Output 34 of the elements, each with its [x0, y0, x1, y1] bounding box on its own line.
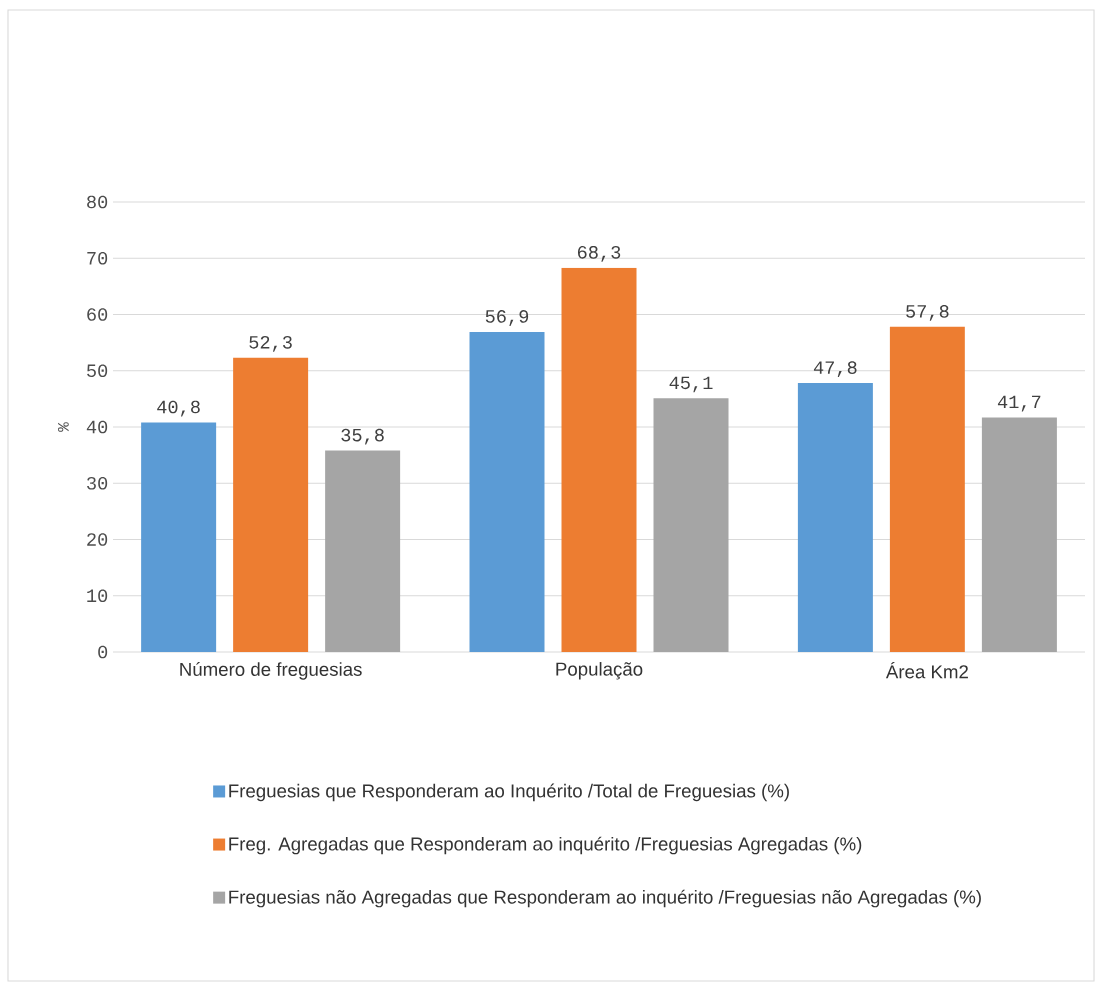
y-tick-label: 20 [87, 533, 108, 546]
data-label: 47,8 [813, 361, 857, 378]
x-tick-label: População [556, 662, 643, 680]
data-label: 41,7 [997, 395, 1041, 412]
bar [981, 417, 1057, 652]
data-label: 68,3 [577, 245, 621, 262]
data-label: 45,1 [669, 376, 713, 393]
y-tick-label: 70 [87, 251, 108, 265]
y-tick-label: 40 [86, 420, 108, 434]
bar [797, 383, 873, 652]
legend-label: Freguesias que Responderam ao Inquérito /Total de Freguesias (%) [229, 783, 789, 802]
y-axis-title: % [58, 422, 69, 432]
x-tick-label: Número de freguesias [180, 662, 362, 680]
data-label: 40,8 [157, 400, 200, 417]
bar [233, 357, 309, 652]
data-label: 57,8 [906, 305, 949, 321]
legend-label: Freguesias não Agregadas que Responderam ao inquérito /Freguesias não Agregadas (%) [229, 889, 981, 908]
y-tick-label: 0 [98, 645, 108, 659]
bar [561, 267, 637, 652]
data-label: 35,8 [341, 428, 384, 445]
bar [141, 422, 217, 652]
y-tick-label: 30 [87, 476, 108, 490]
y-tick-label: 50 [87, 364, 108, 378]
y-tick-label: 60 [87, 308, 108, 321]
bar [325, 450, 401, 652]
legend-label: Freg. Agregadas que Responderam ao inquérito /Freguesias Agregadas (%) [229, 836, 862, 855]
y-tick-label: 10 [87, 589, 108, 603]
data-label: 52,3 [249, 335, 292, 352]
bar [889, 326, 965, 652]
bar [653, 398, 729, 652]
y-tick-label: 80 [87, 195, 108, 209]
x-tick-label: Área Km2 [885, 662, 968, 679]
data-label: 56,9 [485, 310, 529, 326]
bar [469, 331, 545, 652]
